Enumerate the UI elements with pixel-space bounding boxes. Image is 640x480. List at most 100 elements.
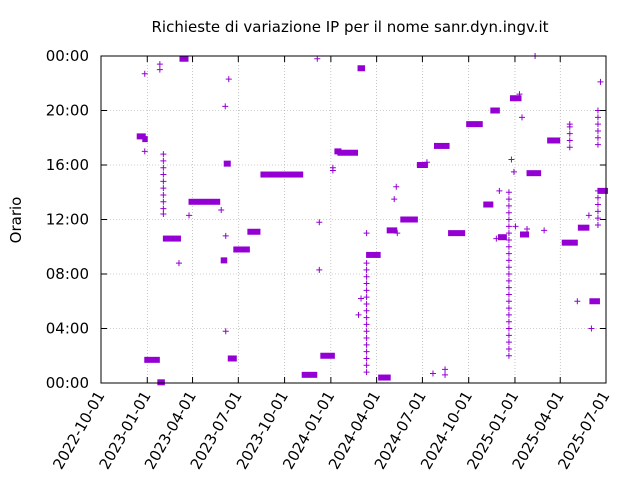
data-point — [505, 223, 512, 230]
data-point — [505, 352, 512, 359]
data-point — [505, 216, 512, 223]
data-point — [566, 137, 573, 144]
data-point — [363, 260, 370, 267]
data-point — [566, 121, 573, 128]
data-point — [160, 211, 167, 218]
data-segment — [526, 170, 542, 177]
data-segment — [400, 216, 418, 223]
data-point — [429, 370, 436, 377]
data-point — [505, 243, 512, 250]
data-point — [505, 332, 512, 339]
data-point — [541, 227, 548, 234]
data-segment — [247, 228, 261, 235]
data-point — [597, 78, 604, 85]
data-point — [505, 339, 512, 346]
data-point — [574, 298, 581, 305]
data-segment — [220, 257, 228, 264]
data-segment — [577, 224, 590, 231]
data-point — [505, 230, 512, 237]
data-point — [505, 264, 512, 271]
data-point — [314, 55, 321, 62]
data-point — [222, 232, 229, 239]
data-point — [225, 76, 232, 83]
data-point — [594, 114, 601, 121]
grid-layer — [100, 55, 607, 384]
y-tick-label: 08:00 — [46, 265, 89, 283]
data-point — [505, 202, 512, 209]
data-point — [363, 335, 370, 342]
data-segment — [547, 137, 561, 144]
data-point — [505, 277, 512, 284]
data-point — [594, 208, 601, 215]
data-point — [175, 260, 182, 267]
data-segment — [433, 142, 450, 149]
data-segment — [509, 95, 522, 102]
tick-layer: 00:0004:0008:0012:0016:0020:0000:002022-… — [46, 47, 614, 473]
data-point — [594, 201, 601, 208]
data-point — [363, 348, 370, 355]
data-segment — [301, 371, 318, 378]
data-point — [358, 295, 365, 302]
data-point — [594, 121, 601, 128]
data-point — [363, 300, 370, 307]
data-segment — [179, 55, 189, 62]
data-segment — [357, 65, 366, 72]
data-segment — [233, 246, 250, 253]
data-point — [186, 212, 193, 219]
data-point — [505, 196, 512, 203]
data-point — [505, 271, 512, 277]
data-point — [594, 221, 601, 228]
data-point — [156, 61, 163, 68]
data-segment — [416, 162, 428, 168]
data-point — [512, 223, 519, 230]
data-segment — [142, 136, 148, 143]
data-point — [566, 130, 573, 137]
data-point — [566, 144, 573, 151]
data-point — [524, 226, 531, 233]
y-tick-label: 04:00 — [46, 320, 89, 338]
data-point — [363, 355, 370, 362]
data-point — [160, 171, 167, 178]
data-point — [496, 187, 503, 194]
y-tick-label: 00:00 — [46, 47, 89, 65]
data-point — [508, 156, 515, 163]
data-point — [594, 107, 601, 114]
data-segment — [483, 201, 494, 208]
data-point — [160, 185, 167, 192]
data-point — [363, 287, 370, 294]
data-point — [222, 103, 229, 110]
data-point — [222, 328, 229, 335]
data-segment — [227, 355, 237, 362]
data-point — [442, 366, 449, 373]
data-point — [516, 91, 523, 98]
data-point — [393, 183, 400, 190]
data-segment — [337, 149, 359, 156]
data-point — [423, 159, 430, 166]
data-point — [156, 66, 163, 73]
data-point — [594, 127, 601, 134]
data-segment — [320, 352, 335, 359]
data-point — [505, 311, 512, 318]
data-point — [391, 196, 398, 203]
data-segment — [188, 198, 221, 205]
data-segment — [561, 239, 578, 246]
data-point — [363, 273, 370, 280]
data-segment — [589, 298, 600, 305]
data-point — [505, 284, 512, 291]
data-point — [505, 325, 512, 332]
data-point — [505, 236, 512, 243]
data-point — [505, 257, 512, 264]
data-segment — [162, 235, 181, 242]
data-segment — [157, 379, 165, 386]
data-point — [493, 235, 500, 242]
data-point — [505, 345, 512, 352]
data-point — [141, 148, 148, 155]
y-axis-label: Orario — [7, 197, 25, 244]
data-point — [505, 209, 512, 216]
data-segment — [597, 187, 608, 194]
data-point — [588, 325, 595, 332]
data-point — [505, 318, 512, 325]
data-segment — [223, 160, 231, 167]
y-tick-label: 16:00 — [46, 156, 89, 174]
data-segment — [260, 171, 304, 178]
